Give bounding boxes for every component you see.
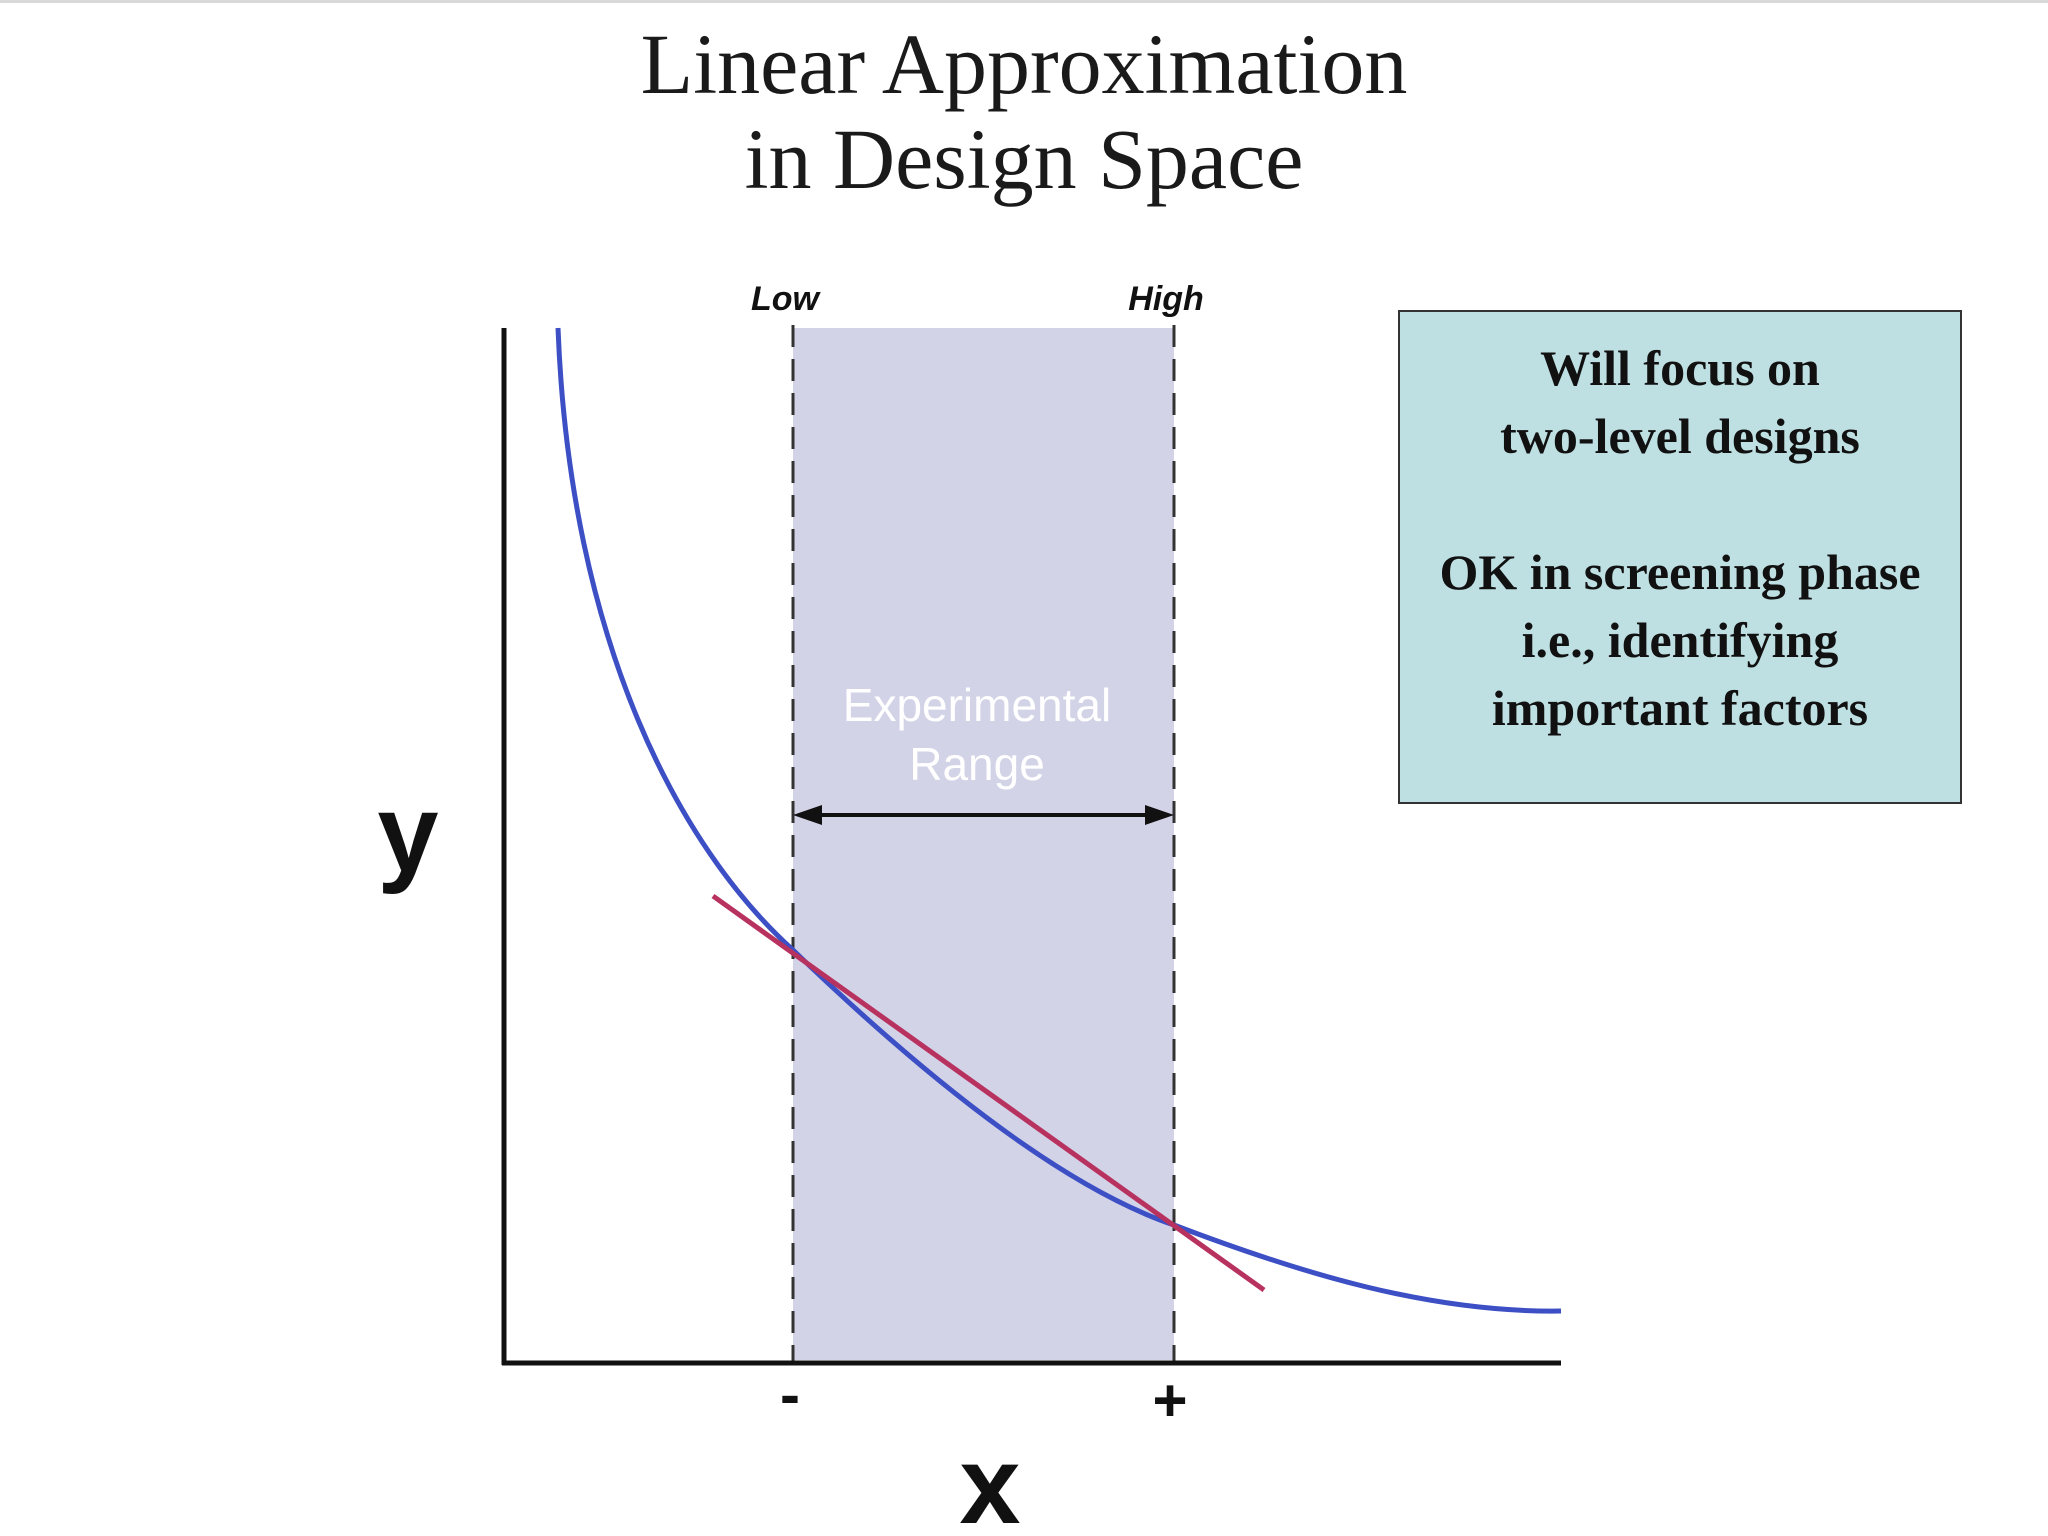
title-line-1: Linear Approximation [640, 16, 1408, 112]
plus-level-label: + [1152, 1367, 1187, 1434]
x-axis-label: x [959, 1424, 1020, 1536]
high-label: High [1128, 280, 1204, 318]
note-line-2: two-level designs [1500, 408, 1860, 464]
low-label: Low [751, 280, 822, 318]
note-line-4: i.e., identifying [1521, 612, 1839, 668]
note-box: Will focus on two-level designs OK in sc… [1398, 310, 1962, 804]
range-label-line-2: Range [909, 738, 1045, 790]
range-arrow-right-head [1145, 805, 1174, 825]
note-line-3: OK in screening phase [1439, 544, 1921, 600]
title-line-2: in Design Space [744, 111, 1304, 207]
response-curve [555, 327, 1562, 1314]
slide-title: Linear Approximation in Design Space [0, 17, 2048, 207]
linear-approximation-diagram: Experimental Range Low High y x - + [377, 280, 1562, 1536]
note-spacer [1400, 470, 1960, 538]
note-line-5: important factors [1491, 680, 1869, 736]
minus-level-label: - [780, 1361, 800, 1428]
linear-approximation-line [711, 893, 1266, 1293]
note-line-1: Will focus on [1540, 340, 1820, 396]
y-axis-label: y [377, 772, 438, 895]
experimental-range-band [793, 328, 1174, 1360]
range-arrow-left-head [793, 805, 822, 825]
range-label-line-1: Experimental [843, 679, 1111, 731]
